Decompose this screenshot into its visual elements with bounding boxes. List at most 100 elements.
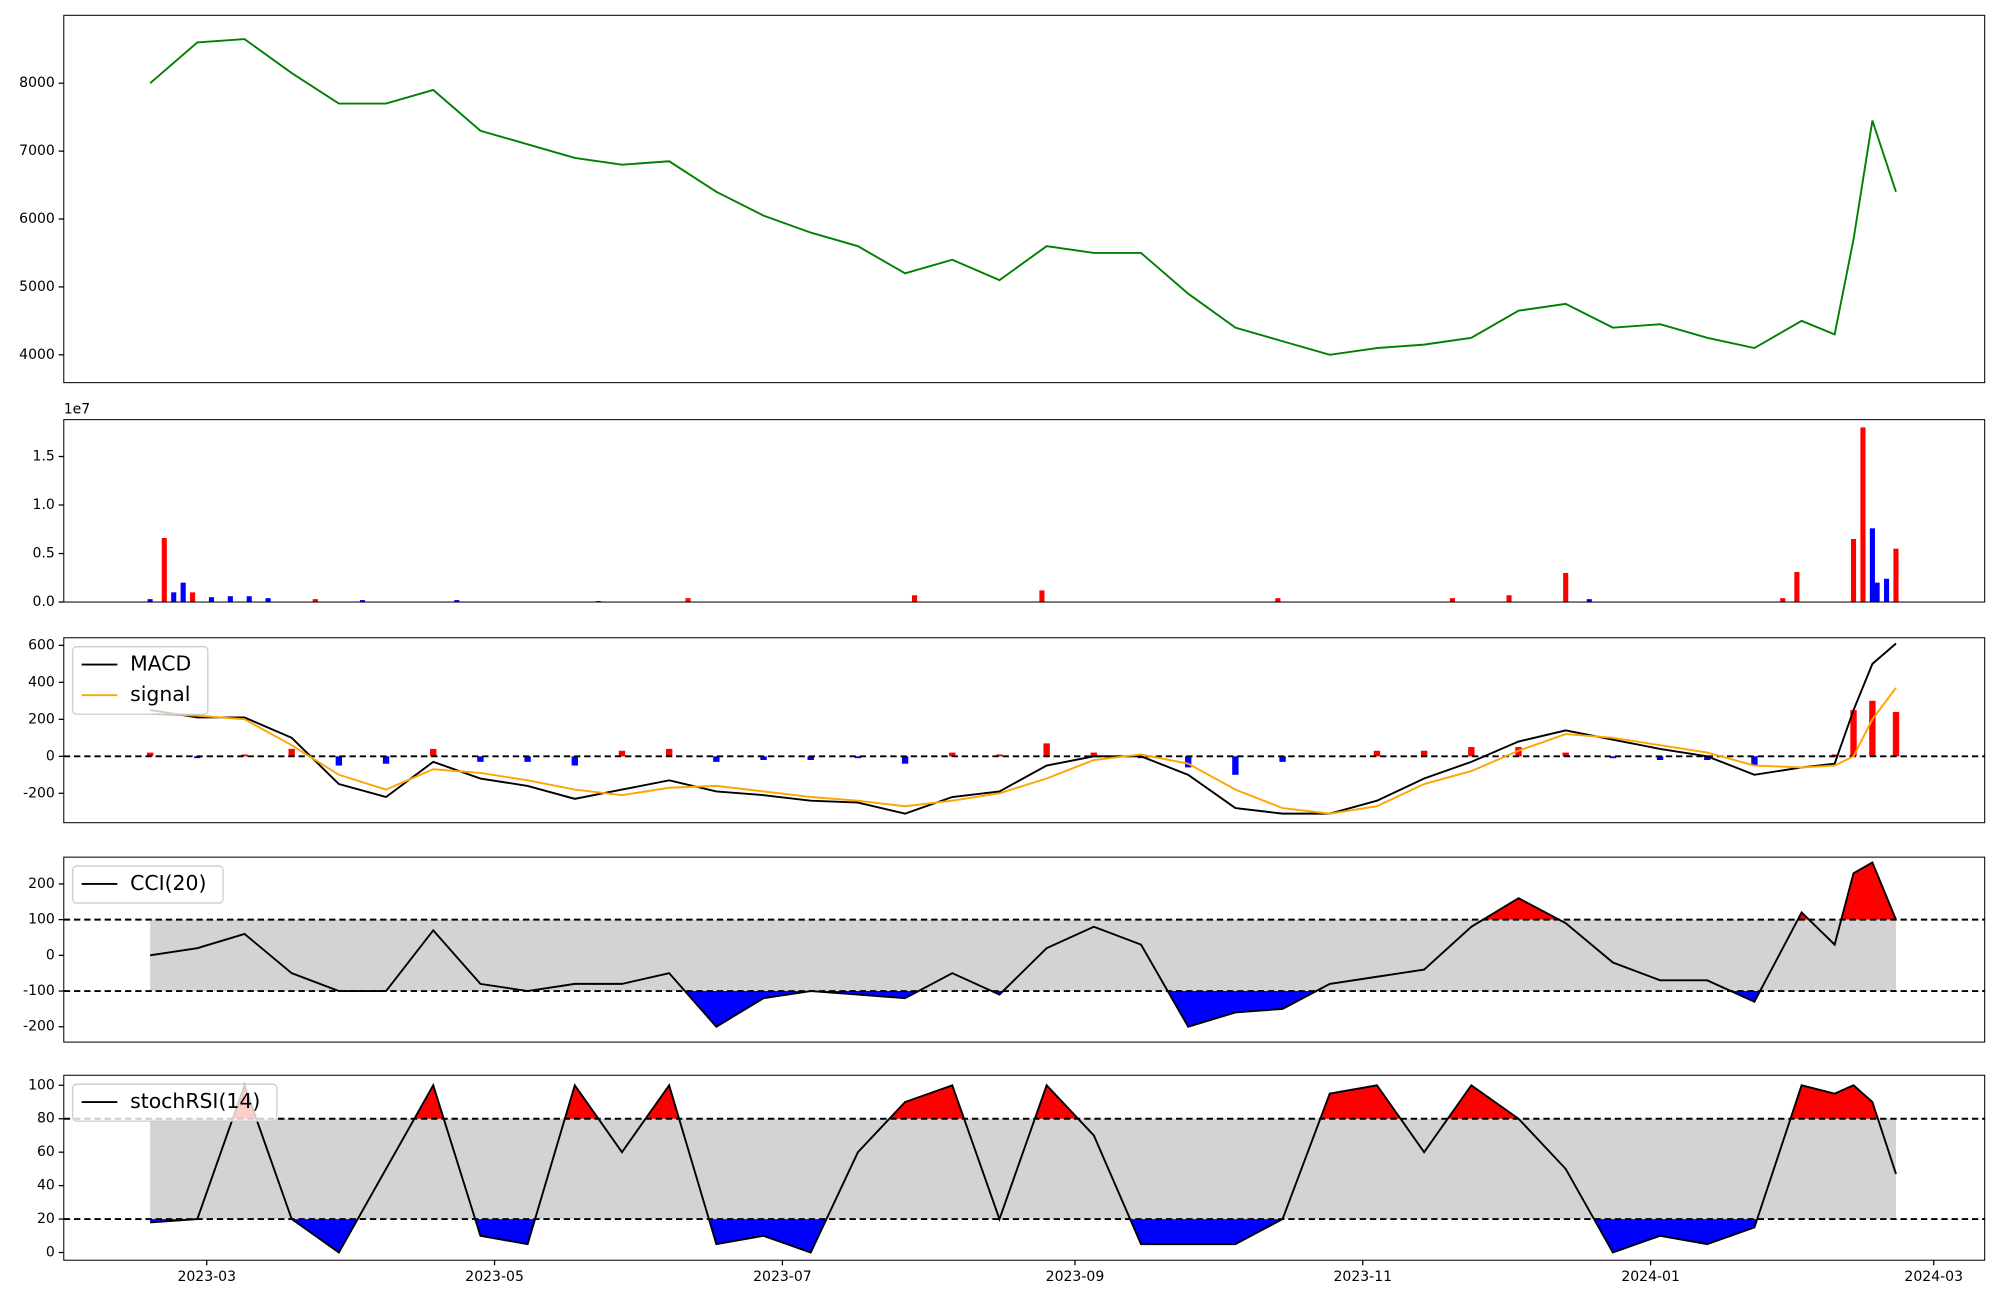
bar (1039, 590, 1045, 603)
overbought-fill (150, 862, 1896, 920)
panel: 0 20 40 60 80 100 2023-03 2023-05 2023-07 2023-09… (28, 1074, 1986, 1285)
legend-label: MACD (130, 652, 191, 676)
legend-label: signal (130, 682, 190, 706)
histogram-bar (1373, 750, 1381, 757)
histogram-bar (1562, 752, 1569, 757)
y-tick-label: 1.5 (33, 449, 55, 465)
bar (161, 538, 167, 603)
bar (227, 596, 233, 603)
y-tick-label: 600 (28, 637, 55, 653)
y-tick-label: 0 (46, 1245, 55, 1261)
plot-frame (63, 637, 1986, 824)
y-tick-label: 1.0 (33, 497, 55, 513)
y-tick-label: 6000 (19, 211, 55, 227)
bar (1860, 427, 1866, 603)
plot-frame (63, 14, 1986, 384)
x-tick-label: 2023-09 (1046, 1269, 1105, 1285)
bar (685, 598, 691, 603)
line (150, 1082, 1897, 1254)
plot-frame (63, 419, 1986, 603)
histogram-bar (1751, 756, 1758, 766)
histogram-bar (1232, 756, 1239, 775)
histogram-bar (807, 756, 814, 761)
panel: -200 0 200 400 600 MACD signal (23, 637, 1986, 824)
overbought-fill (150, 1085, 1896, 1119)
legend-box (72, 865, 224, 904)
x-tick-label: 2023-05 (465, 1269, 524, 1285)
y-tick-label: 40 (37, 1178, 55, 1194)
histogram-bar (854, 756, 862, 759)
histogram-bar (1656, 756, 1664, 761)
oversold-fill (150, 1219, 1896, 1253)
legend: stochRSI(14) (72, 1083, 278, 1122)
offset-label: 1e7 (64, 401, 90, 417)
y-tick-label: -200 (23, 785, 55, 801)
oversold-fill (150, 991, 1896, 1027)
bar (1506, 595, 1512, 603)
histogram-bar (1869, 700, 1876, 757)
histogram-bar (996, 754, 1003, 757)
y-tick-label: 80 (37, 1111, 55, 1127)
bar (1893, 548, 1899, 603)
bar (1563, 572, 1569, 603)
plot-frame (63, 856, 1986, 1043)
x-tick-label: 2024-01 (1621, 1269, 1680, 1285)
line (149, 38, 1897, 356)
bar (246, 596, 252, 603)
x-tick-label: 2023-11 (1334, 1269, 1393, 1285)
y-tick-label: 20 (37, 1211, 55, 1227)
y-tick-label: 100 (28, 1077, 55, 1093)
bar (1874, 582, 1880, 603)
legend-box (72, 1083, 278, 1122)
y-tick-label: 0 (46, 947, 55, 963)
histogram-bar (524, 756, 531, 762)
bar (1449, 598, 1455, 603)
histogram-bar (1609, 756, 1617, 759)
histogram-bar (146, 752, 154, 757)
y-tick-label: -100 (23, 983, 55, 999)
bar (1869, 528, 1875, 603)
histogram-bar (1892, 711, 1900, 757)
y-tick-label: 60 (37, 1144, 55, 1160)
bar (911, 595, 918, 603)
histogram-bar (1850, 710, 1857, 757)
panel: -200 -100 0 100 200 CCI(20) (23, 856, 1986, 1043)
bar (1883, 578, 1890, 603)
histogram-bar (949, 752, 956, 757)
bar (180, 582, 186, 603)
histogram-bar (665, 748, 673, 757)
y-tick-label: 7000 (19, 143, 55, 159)
histogram-bar (618, 750, 626, 757)
histogram-bar (335, 756, 343, 766)
line (149, 642, 1897, 815)
x-tick-label: 2023-03 (177, 1269, 236, 1285)
histogram-bar (760, 756, 767, 761)
y-tick-label: 0.0 (33, 594, 55, 610)
legend: MACD signal (72, 646, 209, 715)
histogram-bar (241, 754, 248, 757)
bar (265, 598, 271, 603)
bar (1275, 598, 1281, 603)
bar (171, 592, 177, 603)
y-tick-label: 5000 (19, 279, 55, 295)
y-tick-label: 8000 (19, 75, 55, 91)
y-tick-label: 200 (28, 876, 55, 892)
bar (454, 600, 460, 603)
line (150, 687, 1897, 815)
y-tick-label: -200 (23, 1019, 55, 1035)
bar (208, 597, 215, 603)
bar (1586, 599, 1592, 603)
histogram-bar (430, 748, 437, 757)
histogram-bar (571, 756, 578, 766)
legend-label: stochRSI(14) (130, 1089, 260, 1113)
y-tick-label: 0 (46, 748, 55, 764)
plot-frame (63, 1074, 1986, 1261)
y-tick-label: 200 (28, 711, 55, 727)
y-tick-label: 100 (28, 912, 55, 928)
histogram-bar (901, 756, 909, 764)
y-tick-label: 400 (28, 674, 55, 690)
x-tick-label: 2023-07 (753, 1269, 812, 1285)
bar (1780, 598, 1786, 603)
bar (1794, 571, 1800, 603)
